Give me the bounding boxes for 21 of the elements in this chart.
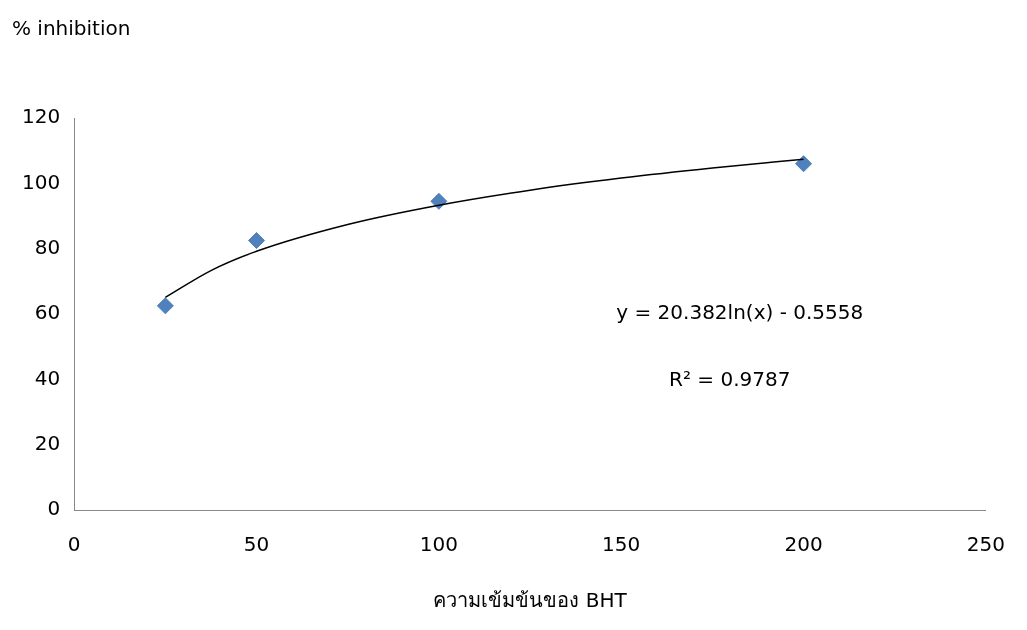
x-tick-label: 200 bbox=[784, 532, 823, 557]
x-tick-label: 50 bbox=[243, 532, 270, 557]
annotation: R² = 0.9787 bbox=[669, 366, 791, 391]
y-tick-label: 80 bbox=[34, 234, 61, 259]
y-tick-label: 40 bbox=[34, 365, 61, 390]
y-tick-label: 120 bbox=[21, 104, 61, 129]
point bbox=[248, 232, 266, 249]
y-tick-label: 100 bbox=[21, 169, 61, 194]
y-tick-label: 60 bbox=[34, 300, 61, 325]
point bbox=[156, 297, 174, 315]
point bbox=[795, 155, 813, 173]
y-axis-title: % inhibition bbox=[12, 16, 131, 41]
x-tick-label: 150 bbox=[602, 532, 641, 557]
y-tick-label: 20 bbox=[34, 430, 61, 455]
x-axis-title: ความเข้มข้นของ BHT bbox=[433, 588, 628, 613]
x-tick-label: 0 bbox=[67, 532, 81, 557]
x-tick-label: 100 bbox=[419, 532, 458, 557]
x-tick-label: 250 bbox=[966, 532, 1006, 557]
y-tick-label: 0 bbox=[47, 496, 61, 521]
point bbox=[430, 192, 448, 210]
annotation: y = 20.382ln(x) - 0.5558 bbox=[616, 300, 864, 325]
